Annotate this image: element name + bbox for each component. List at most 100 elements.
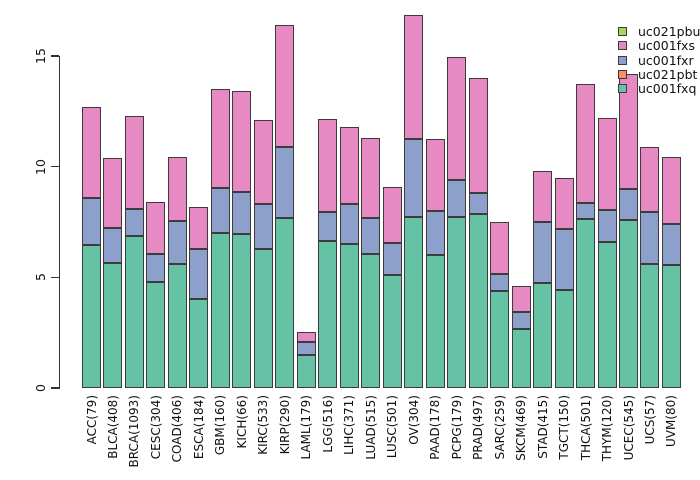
bar-segment-uc001fxs-KIRC(533): [253, 120, 273, 205]
legend-label: uc021pbu: [638, 24, 700, 40]
x-axis-label-UCS(57): UCS(57): [642, 395, 657, 445]
x-axis-label-ACC(79): ACC(79): [84, 395, 99, 445]
bar-segment-uc001fxr-THYM(120): [597, 209, 617, 242]
bar-segment-uc001fxq-LUSC(501): [382, 275, 402, 388]
x-axis-label-PAAD(178): PAAD(178): [428, 395, 443, 460]
bar-segment-uc001fxq-STAD(415): [533, 282, 553, 388]
legend-swatch-icon: [618, 70, 627, 80]
y-axis-tick: [51, 165, 59, 168]
bar-segment-uc001fxq-LIHC(371): [339, 244, 359, 388]
bar-segment-uc001fxq-LAML(179): [296, 354, 316, 388]
bar-segment-uc001fxq-UVM(80): [661, 265, 681, 388]
bar-segment-uc001fxr-LGG(516): [318, 212, 338, 241]
bar-segment-uc001fxr-KIRC(533): [253, 204, 273, 249]
bar-segment-uc001fxs-LAML(179): [296, 331, 316, 342]
bar-segment-uc001fxr-LUSC(501): [382, 243, 402, 276]
legend: uc021pbu uc001fxs uc001fxr uc021pbt uc001fxq: [612, 25, 700, 96]
x-axis-label-LAML(179): LAML(179): [299, 395, 314, 460]
bar-segment-uc001fxs-UVM(80): [661, 156, 681, 225]
x-axis-label-THCA(501): THCA(501): [578, 395, 593, 461]
x-axis-label-LUAD(515): LUAD(515): [363, 395, 378, 460]
bar-segment-uc001fxr-LUAD(515): [361, 217, 381, 255]
x-axis-label-UCEC(545): UCEC(545): [621, 395, 636, 461]
bar-segment-uc001fxr-SKCM(469): [511, 311, 531, 330]
bar-segment-uc001fxs-GBM(160): [210, 89, 230, 188]
bar-segment-uc001fxq-COAD(406): [167, 264, 187, 388]
x-axis-label-GBM(160): GBM(160): [213, 395, 228, 456]
bar-segment-uc001fxq-KICH(66): [232, 234, 252, 388]
bar-segment-uc001fxr-GBM(160): [210, 187, 230, 234]
bar-segment-uc001fxs-PAAD(178): [425, 139, 445, 211]
x-axis-label-STAD(415): STAD(415): [535, 395, 550, 459]
bar-segment-uc001fxq-PAAD(178): [425, 255, 445, 388]
bar-segment-uc001fxs-ESCA(184): [189, 206, 209, 249]
bar-segment-uc001fxs-BRCA(1093): [124, 115, 144, 209]
bar-segment-uc001fxq-UCS(57): [640, 264, 660, 388]
bar-segment-uc001fxr-LIHC(371): [339, 204, 359, 245]
bar-segment-uc001fxq-BRCA(1093): [124, 236, 144, 388]
bar-segment-uc001fxs-LIHC(371): [339, 126, 359, 205]
x-axis-label-COAD(406): COAD(406): [170, 395, 185, 463]
bar-segment-uc001fxr-THCA(501): [576, 203, 596, 219]
x-axis-label-KIRP(290): KIRP(290): [277, 395, 292, 455]
bar-segment-uc001fxr-UCEC(545): [619, 188, 638, 220]
x-axis-label-KICH(66): KICH(66): [234, 395, 249, 449]
y-axis-tick: [51, 55, 59, 57]
legend-swatch-icon: [618, 41, 627, 51]
legend-label: uc001fxq: [638, 81, 697, 97]
y-axis-line: [58, 56, 60, 390]
legend-item-uc001fxs: uc001fxs: [612, 39, 700, 53]
bar-segment-uc001fxq-KIRC(533): [253, 248, 273, 388]
bar-segment-uc001fxq-ACC(79): [82, 245, 101, 388]
bar-segment-uc001fxr-TGCT(150): [554, 228, 574, 290]
bar-segment-uc001fxr-PCPG(179): [447, 180, 467, 217]
bar-segment-uc001fxs-KIRP(290): [275, 25, 295, 147]
bar-segment-uc001fxr-STAD(415): [533, 222, 553, 283]
bar-segment-uc001fxq-LUAD(515): [361, 254, 381, 388]
bar-segment-uc001fxq-LGG(516): [318, 240, 338, 388]
bar-segment-uc001fxs-PCPG(179): [447, 57, 467, 180]
bar-segment-uc001fxr-OV(304): [404, 139, 424, 217]
bar-segment-uc001fxs-PRAD(497): [468, 78, 488, 194]
legend-item-uc021pbu: uc021pbu: [612, 25, 700, 39]
y-axis-tick: [51, 276, 59, 279]
bar-segment-uc001fxr-KICH(66): [232, 192, 252, 235]
bar-segment-uc001fxs-LGG(516): [318, 119, 338, 213]
y-axis-tick: [51, 387, 59, 389]
bar-segment-uc001fxr-BLCA(408): [103, 227, 123, 263]
bar-segment-uc001fxs-LUSC(501): [382, 186, 402, 244]
x-axis-label-LUSC(501): LUSC(501): [385, 395, 400, 459]
x-axis-label-LIHC(371): LIHC(371): [342, 395, 357, 455]
bar-segment-uc001fxr-CESC(304): [146, 254, 166, 282]
bar-segment-uc001fxq-OV(304): [404, 216, 424, 388]
x-axis-label-TGCT(150): TGCT(150): [557, 395, 572, 460]
bar-segment-uc001fxr-PRAD(497): [468, 193, 488, 215]
bar-segment-uc001fxs-UCEC(545): [619, 73, 638, 189]
x-axis-label-THYM(120): THYM(120): [600, 395, 615, 462]
bar-segment-uc001fxs-CESC(304): [146, 202, 166, 255]
bar-segment-uc001fxq-ESCA(184): [189, 299, 209, 388]
bar-segment-uc001fxs-SKCM(469): [511, 286, 531, 312]
bar-segment-uc001fxs-BLCA(408): [103, 157, 123, 228]
bar-segment-uc001fxs-OV(304): [404, 15, 424, 140]
bar-segment-uc001fxq-UCEC(545): [619, 219, 638, 388]
bar-segment-uc001fxr-COAD(406): [167, 220, 187, 265]
legend-swatch-icon: [618, 55, 627, 65]
bar-segment-uc001fxq-PCPG(179): [447, 216, 467, 388]
x-axis-label-BRCA(1093): BRCA(1093): [127, 395, 142, 468]
bar-segment-uc001fxr-UCS(57): [640, 212, 660, 265]
bar-segment-uc001fxs-TGCT(150): [554, 177, 574, 229]
legend-item-uc001fxr: uc001fxr: [612, 53, 700, 67]
bar-segment-uc001fxs-KICH(66): [232, 91, 252, 193]
x-axis-label-OV(304): OV(304): [406, 395, 421, 445]
bar-segment-uc001fxs-THYM(120): [597, 118, 617, 210]
legend-label: uc021pbt: [638, 67, 698, 83]
bar-segment-uc001fxr-BRCA(1093): [124, 208, 144, 237]
bar-segment-uc001fxr-ACC(79): [82, 197, 101, 246]
bar-segment-uc001fxs-THCA(501): [576, 83, 596, 204]
bar-segment-uc001fxq-CESC(304): [146, 281, 166, 388]
